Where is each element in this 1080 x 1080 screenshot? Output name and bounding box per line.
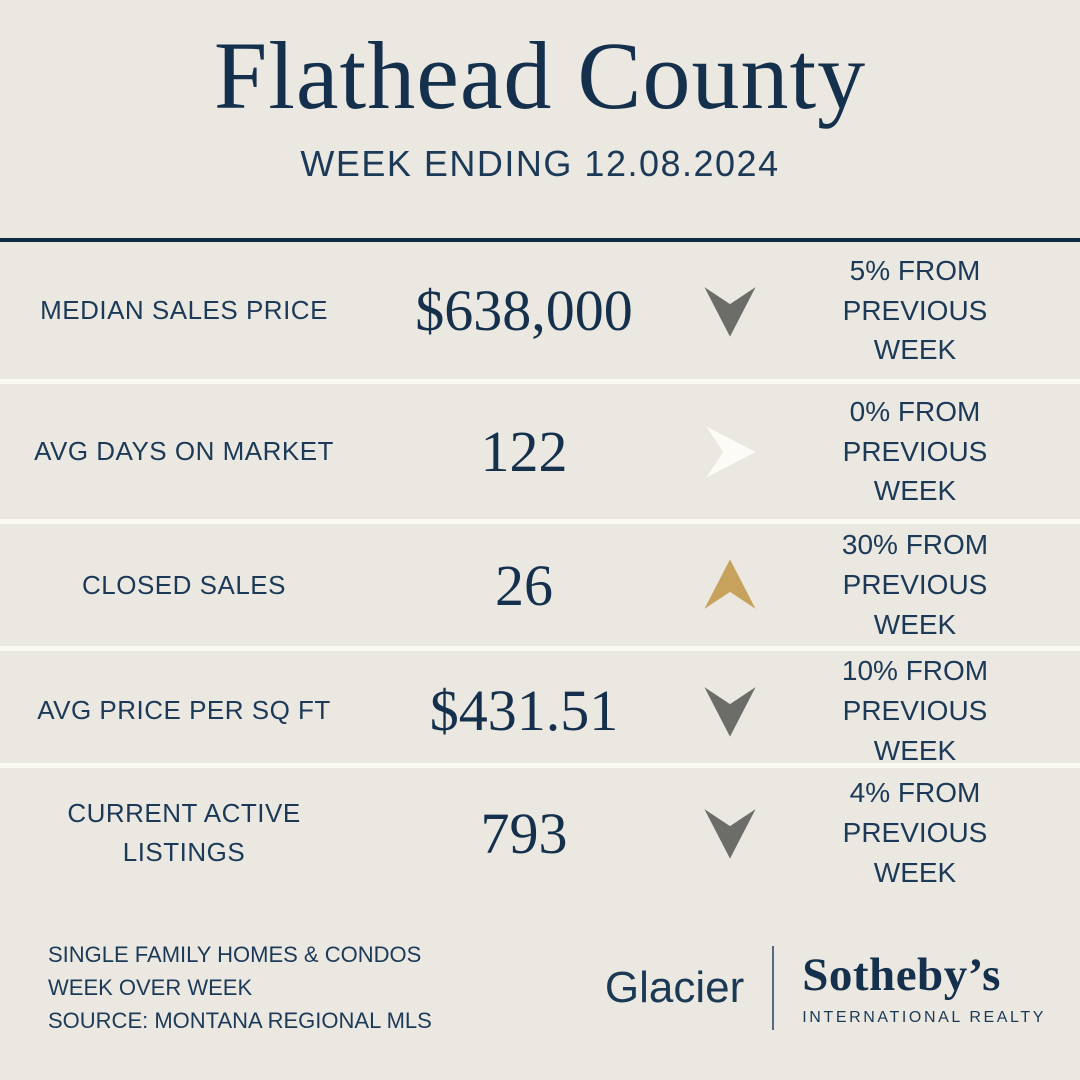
stat-label: CLOSED SALES <box>82 569 286 600</box>
stat-label: MEDIAN SALES PRICE <box>40 295 328 325</box>
stat-value: $638,000 <box>415 278 633 343</box>
stat-change: 30% FROM PREVIOUS WEEK <box>780 525 1080 644</box>
footer-note-property-type: SINGLE FAMILY HOMES & CONDOS <box>48 942 422 967</box>
trend-arrow-icon <box>704 559 756 609</box>
trend-down-icon <box>680 802 780 864</box>
stat-row-avg-price-per-sq-ft: AVG PRICE PER SQ FT $431.51 10% FROM PRE… <box>0 651 1080 766</box>
stat-change-line2: WEEK <box>873 734 957 766</box>
stat-band: CLOSED SALES 26 30% FROM PREVIOUS WEEK <box>0 524 1080 646</box>
stat-band: MEDIAN SALES PRICE $638,000 5% FROM PREV… <box>0 242 1080 379</box>
trend-down-icon <box>680 280 780 342</box>
stat-value: 793 <box>480 800 568 866</box>
stat-value: $431.51 <box>429 678 619 744</box>
stat-change-line2: WEEK <box>873 856 957 888</box>
brand-sothebys-name: Sotheby’s <box>802 949 1001 1001</box>
stat-label: AVG PRICE PER SQ FT <box>37 695 331 726</box>
stat-row-closed-sales: CLOSED SALES 26 30% FROM PREVIOUS WEEK <box>0 524 1080 646</box>
stat-change-line1: 10% FROM PREVIOUS <box>841 655 989 726</box>
stat-band-and-footer: CURRENT ACTIVE LISTINGS 793 4% FROM PREV… <box>0 768 1080 1080</box>
stat-change-line2: WEEK <box>873 608 957 640</box>
brand-sothebys-wordmark: Sotheby’s INTERNATIONAL REALTY <box>802 948 1046 1027</box>
footer-note-period: WEEK OVER WEEK <box>48 975 253 1000</box>
stat-change-line1: 30% FROM PREVIOUS <box>841 529 989 601</box>
stat-label: AVG DAYS ON MARKET <box>34 436 334 466</box>
page-title: Flathead County <box>213 22 867 129</box>
stat-row-avg-days-on-market: AVG DAYS ON MARKET 122 0% FROM PREVIOUS … <box>0 384 1080 519</box>
trend-down-icon <box>680 680 780 742</box>
stat-change-line1: 0% FROM PREVIOUS <box>842 395 988 467</box>
header-rule <box>0 238 1080 242</box>
brand-logo: Glacier Sotheby’s INTERNATIONAL REALTY <box>604 945 1046 1030</box>
stat-value: 26 <box>495 552 553 618</box>
stat-band: AVG PRICE PER SQ FT $431.51 10% FROM PRE… <box>0 651 1080 766</box>
stat-row-current-active-listings: CURRENT ACTIVE LISTINGS 793 4% FROM PREV… <box>0 768 1080 898</box>
stat-change: 4% FROM PREVIOUS WEEK <box>780 773 1080 892</box>
trend-arrow-icon <box>704 809 756 859</box>
brand-divider <box>772 945 775 1030</box>
stat-change-line1: 4% FROM PREVIOUS <box>842 777 988 849</box>
stat-value: 122 <box>480 419 568 484</box>
stat-change: 5% FROM PREVIOUS WEEK <box>780 251 1080 370</box>
stat-change-line1: 5% FROM PREVIOUS <box>842 254 988 326</box>
footer: SINGLE FAMILY HOMES & CONDOS WEEK OVER W… <box>0 938 1080 1037</box>
trend-up-icon <box>680 554 780 616</box>
stat-change: 0% FROM PREVIOUS WEEK <box>780 392 1080 511</box>
footer-note-source: SOURCE: MONTANA REGIONAL MLS <box>48 1008 432 1033</box>
stat-change-line2: WEEK <box>873 475 957 507</box>
page-subtitle: WEEK ENDING 12.08.2024 <box>300 142 780 184</box>
trend-arrow-icon <box>704 686 756 737</box>
trend-arrow-icon <box>706 425 756 478</box>
trend-arrow-icon <box>704 286 756 337</box>
stat-label: CURRENT ACTIVE LISTINGS <box>67 798 301 867</box>
footer-notes: SINGLE FAMILY HOMES & CONDOS WEEK OVER W… <box>48 938 432 1037</box>
stat-change-line2: WEEK <box>873 334 957 366</box>
header: Flathead County WEEK ENDING 12.08.2024 <box>0 0 1080 238</box>
stat-change: 10% FROM PREVIOUS WEEK <box>780 651 1080 770</box>
stat-band: AVG DAYS ON MARKET 122 0% FROM PREVIOUS … <box>0 384 1080 519</box>
brand-sothebys-tagline: INTERNATIONAL REALTY <box>802 1009 1046 1026</box>
trend-right-icon <box>680 421 780 483</box>
brand-glacier-wordmark: Glacier <box>604 962 745 1012</box>
stat-row-median-sales-price: MEDIAN SALES PRICE $638,000 5% FROM PREV… <box>0 242 1080 379</box>
